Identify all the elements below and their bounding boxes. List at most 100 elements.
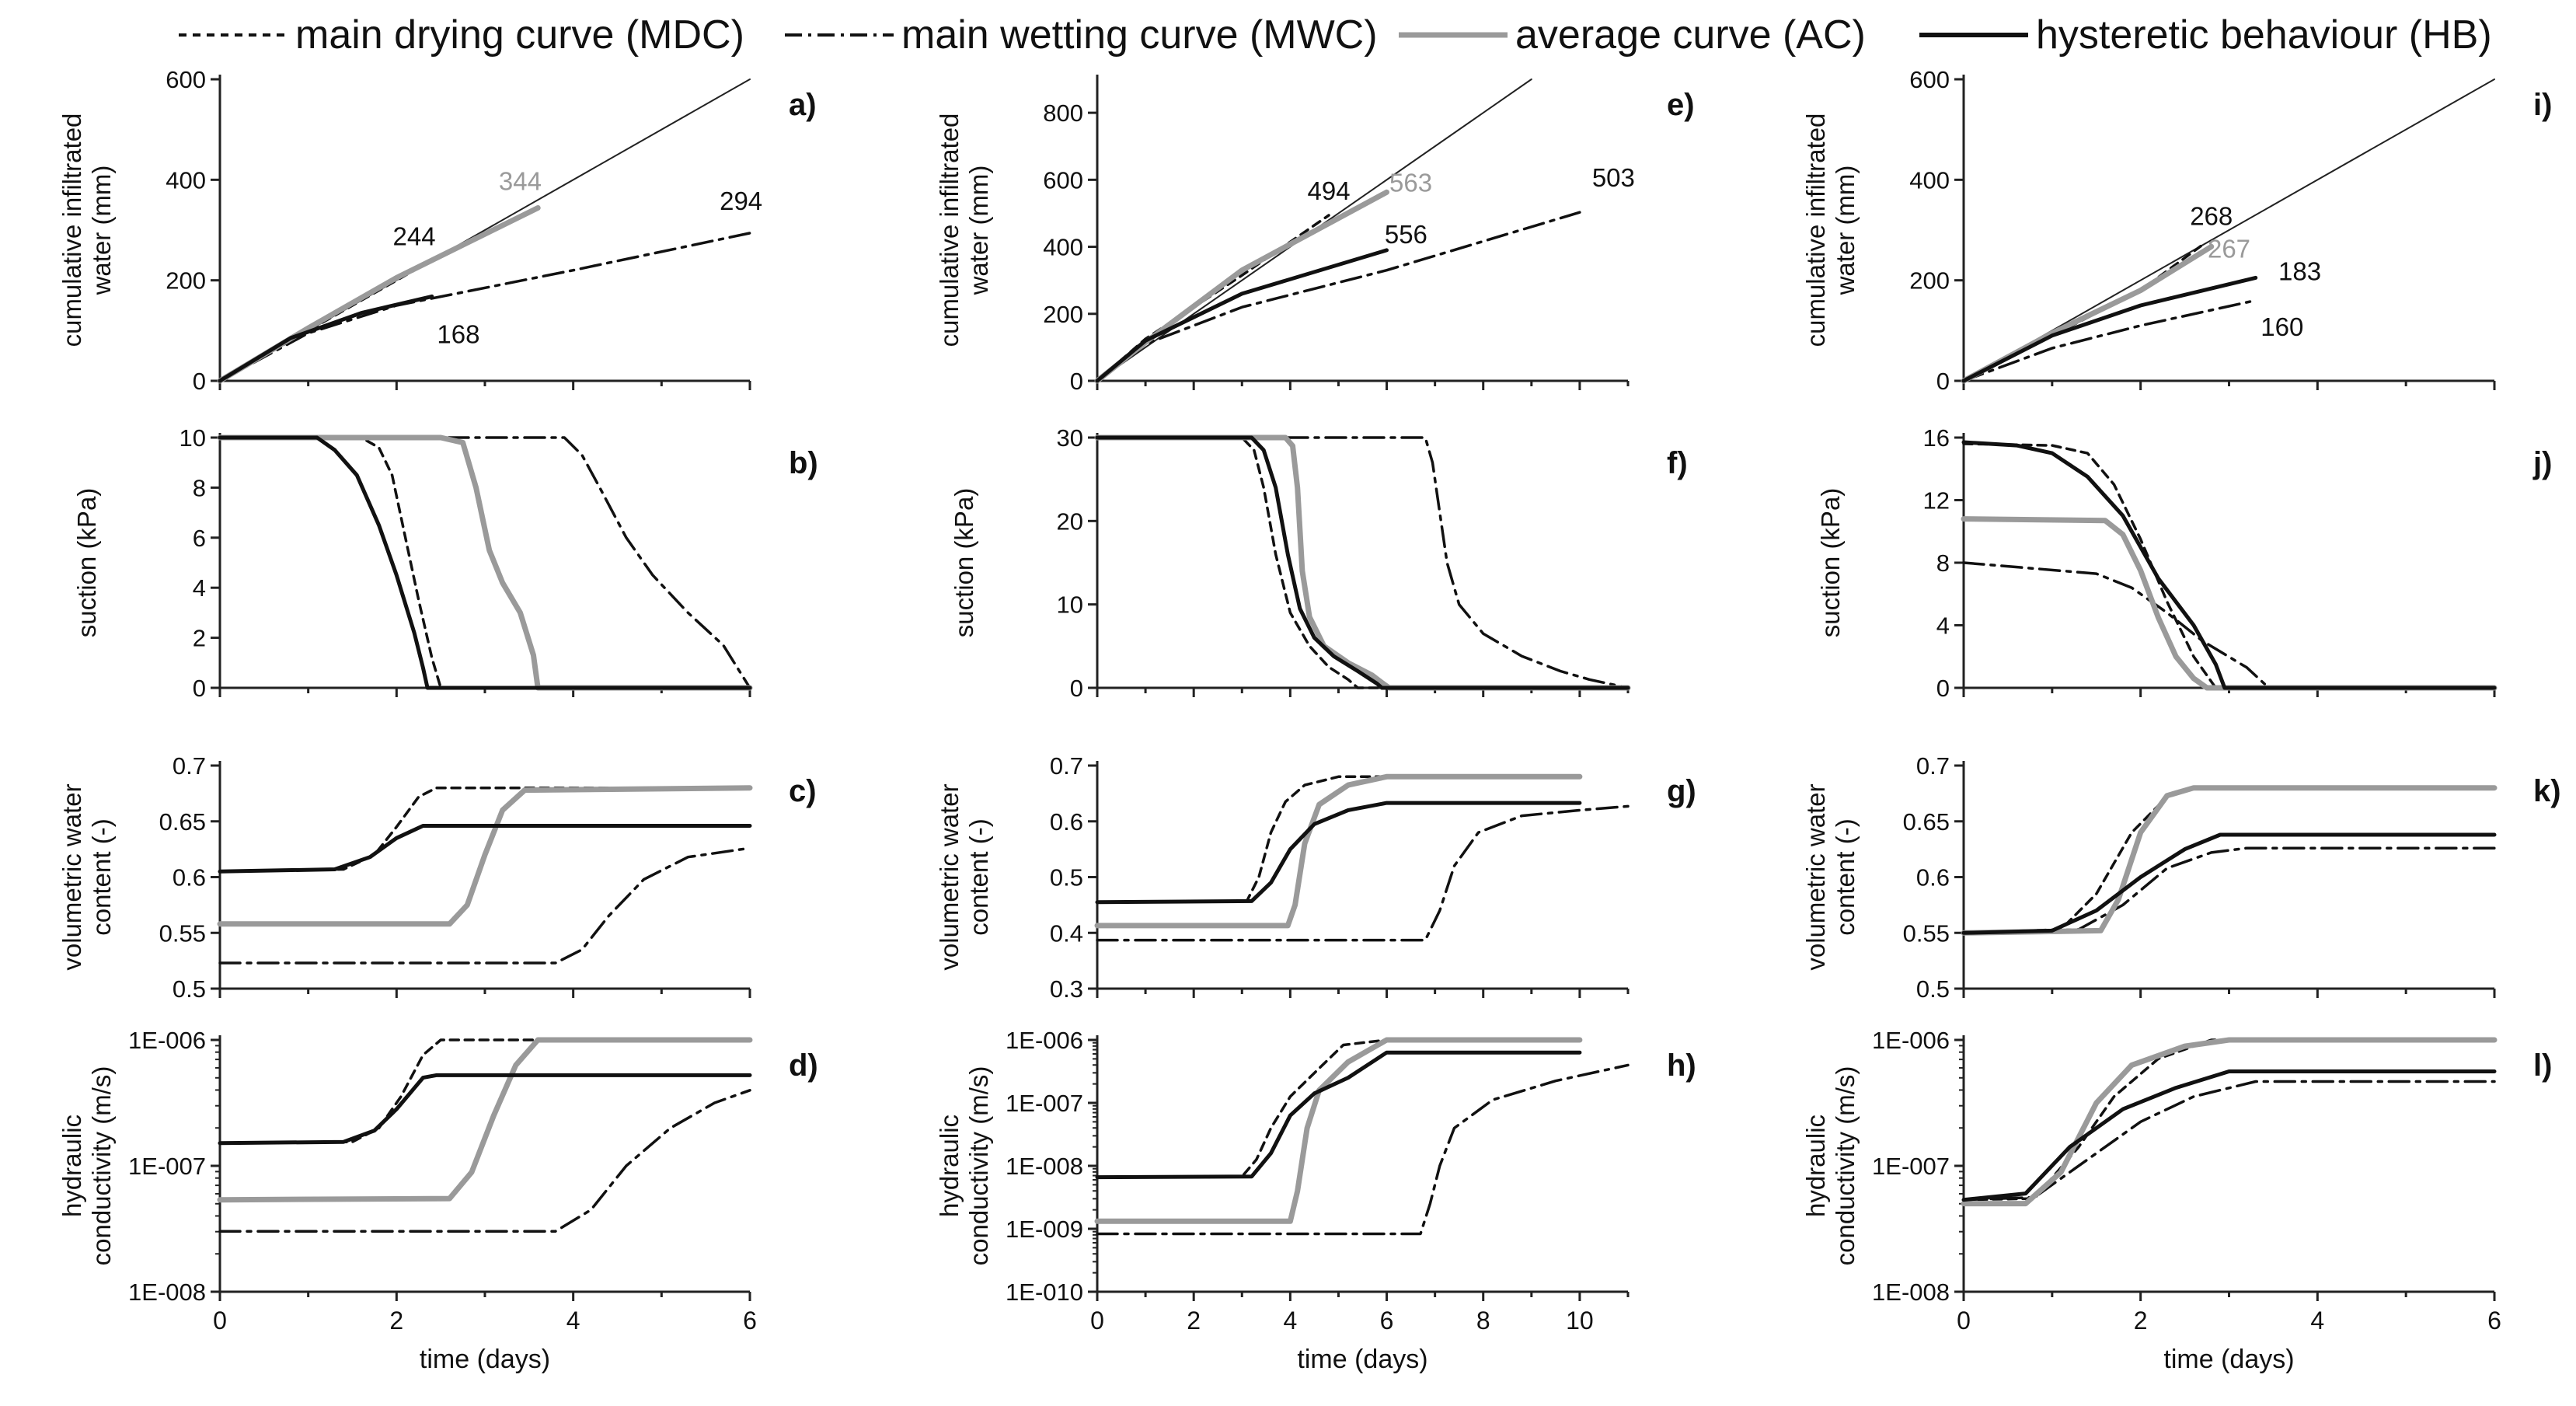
series-hb	[218, 824, 752, 874]
panel-b: 0 2 4 6 8 10 suction (kPa) b)	[72, 424, 818, 702]
y-axis-label: hydraulic	[1801, 1115, 1830, 1217]
legend-ac-label: average curve (AC)	[1515, 12, 1866, 58]
series-mwc	[1096, 211, 1581, 382]
y-tick-label: 0	[193, 368, 206, 395]
y-tick-label: 0	[193, 675, 206, 702]
series-mwc	[1096, 436, 1630, 689]
y-axis-label: content (-)	[1831, 818, 1860, 935]
panel-letter: h)	[1667, 1048, 1696, 1083]
panel-e: 0 200 400 600 800 cumulative infiltrated water…	[935, 75, 1695, 395]
x-tick-label: 4	[1283, 1307, 1297, 1334]
y-axis-label: water (mm)	[964, 166, 993, 296]
series-mwc	[1096, 1063, 1630, 1236]
series-hb	[218, 294, 434, 383]
x-tick-label: 6	[1380, 1307, 1394, 1334]
y-axis-label: volumetric water	[1801, 783, 1830, 970]
y-axis-label: volumetric water	[58, 783, 86, 970]
x-axis-label: time (days)	[420, 1345, 550, 1374]
panel-letter: c)	[789, 774, 817, 808]
y-axis-label: suction (kPa)	[950, 488, 978, 638]
data-label: 183	[2278, 257, 2321, 286]
panel-h: 1E-010 1E-009 1E-008 1E-007 1E-006 0 2 4 6 8 10 hyd…	[935, 1027, 1696, 1374]
y-tick-label: 200	[1043, 301, 1083, 328]
x-tick-label: 0	[1957, 1307, 1971, 1334]
y-tick-label: 4	[193, 574, 206, 602]
series-hb	[218, 1073, 752, 1146]
y-tick-label: 1E-006	[1872, 1027, 1950, 1054]
y-axis-label: content (-)	[964, 818, 993, 935]
y-tick-label: 0	[1070, 675, 1083, 702]
series-hb	[218, 435, 752, 690]
data-label: 494	[1308, 176, 1351, 205]
y-tick-label: 1E-008	[1006, 1153, 1083, 1180]
legend-hb-swatch	[1919, 33, 2028, 37]
series-hb	[1095, 248, 1389, 383]
y-axis-label: hydraulic	[935, 1115, 964, 1217]
legend-hb-label: hysteretic behaviour (HB)	[2036, 12, 2492, 58]
data-label: 503	[1592, 163, 1635, 192]
y-tick-label: 0.65	[159, 808, 206, 836]
series-hb	[1961, 1069, 2497, 1202]
panel-letter: a)	[789, 88, 817, 122]
series-mwc	[1962, 846, 2496, 935]
y-axis-label: water (mm)	[87, 166, 116, 296]
series-mwc	[1962, 1080, 2496, 1202]
series-mwc	[218, 436, 751, 689]
series-mwc	[1096, 804, 1630, 942]
series-mwc	[218, 846, 751, 965]
y-tick-label: 1E-006	[1006, 1027, 1083, 1054]
series-mdc	[1962, 442, 2496, 689]
y-tick-label: 0.7	[1916, 752, 1950, 780]
y-tick-label: 600	[166, 66, 206, 93]
y-tick-label: 0.4	[1050, 919, 1083, 947]
y-axis-label: hydraulic	[58, 1115, 86, 1217]
legend-mdc: main drying curve (MDC)	[179, 6, 744, 64]
y-tick-label: 0.3	[1050, 975, 1083, 1003]
series-mwc	[1962, 561, 2496, 689]
series-hb	[1095, 435, 1630, 690]
panel-l: 1E-008 1E-007 1E-006 0 2 4 6 hydraulic conductiv…	[1801, 1027, 2552, 1374]
y-axis-label: conductivity (m/s)	[964, 1066, 993, 1266]
legend-mwc-swatch	[785, 33, 894, 37]
series-ac	[1094, 1037, 1583, 1224]
panel-letter: b)	[789, 446, 818, 480]
y-tick-label: 12	[1923, 487, 1950, 515]
series-ac	[217, 1037, 753, 1203]
data-label: 344	[499, 166, 542, 195]
y-tick-label: 1E-007	[1006, 1090, 1083, 1117]
series-ac	[217, 434, 753, 691]
panel-d: 1E-008 1E-007 1E-006 0 2 4 6 hydraulic conductiv…	[58, 1027, 818, 1374]
legend-mdc-label: main drying curve (MDC)	[295, 12, 744, 58]
series-ac	[1961, 516, 2498, 691]
y-tick-label: 200	[1909, 267, 1950, 295]
series-mdc	[1096, 1038, 1389, 1179]
series-ac	[1094, 434, 1631, 691]
series-hb	[1095, 1050, 1582, 1180]
y-tick-label: 20	[1057, 508, 1083, 535]
y-tick-label: 6	[193, 525, 206, 552]
y-axis-label: conductivity (m/s)	[1831, 1066, 1860, 1266]
legend-ac-swatch	[1399, 32, 1508, 38]
x-tick-label: 8	[1476, 1307, 1490, 1334]
series-mdc	[218, 436, 751, 689]
y-tick-label: 0.55	[1903, 919, 1950, 947]
y-tick-label: 0.5	[173, 975, 206, 1003]
legend-mwc-label: main wetting curve (MWC)	[901, 12, 1378, 58]
series-ac	[217, 785, 753, 927]
x-axis-label: time (days)	[2163, 1345, 2294, 1374]
y-tick-label: 16	[1923, 424, 1950, 452]
x-tick-label: 0	[213, 1307, 227, 1334]
panel-j: 0 4 8 12 16 suction (kPa) j)	[1816, 424, 2552, 702]
panel-letter: g)	[1667, 774, 1696, 808]
y-tick-label: 0.65	[1903, 808, 1950, 836]
series-mdc	[218, 1038, 751, 1145]
y-axis-label: cumulative infiltrated	[1801, 113, 1830, 347]
y-tick-label: 0.6	[1050, 808, 1083, 836]
y-axis-label: suction (kPa)	[1816, 488, 1845, 638]
y-tick-label: 1E-006	[128, 1027, 206, 1054]
series-hb	[1961, 440, 2497, 690]
y-tick-label: 0.5	[1050, 864, 1083, 891]
y-axis-label: conductivity (m/s)	[87, 1066, 116, 1266]
y-tick-label: 10	[180, 424, 206, 452]
